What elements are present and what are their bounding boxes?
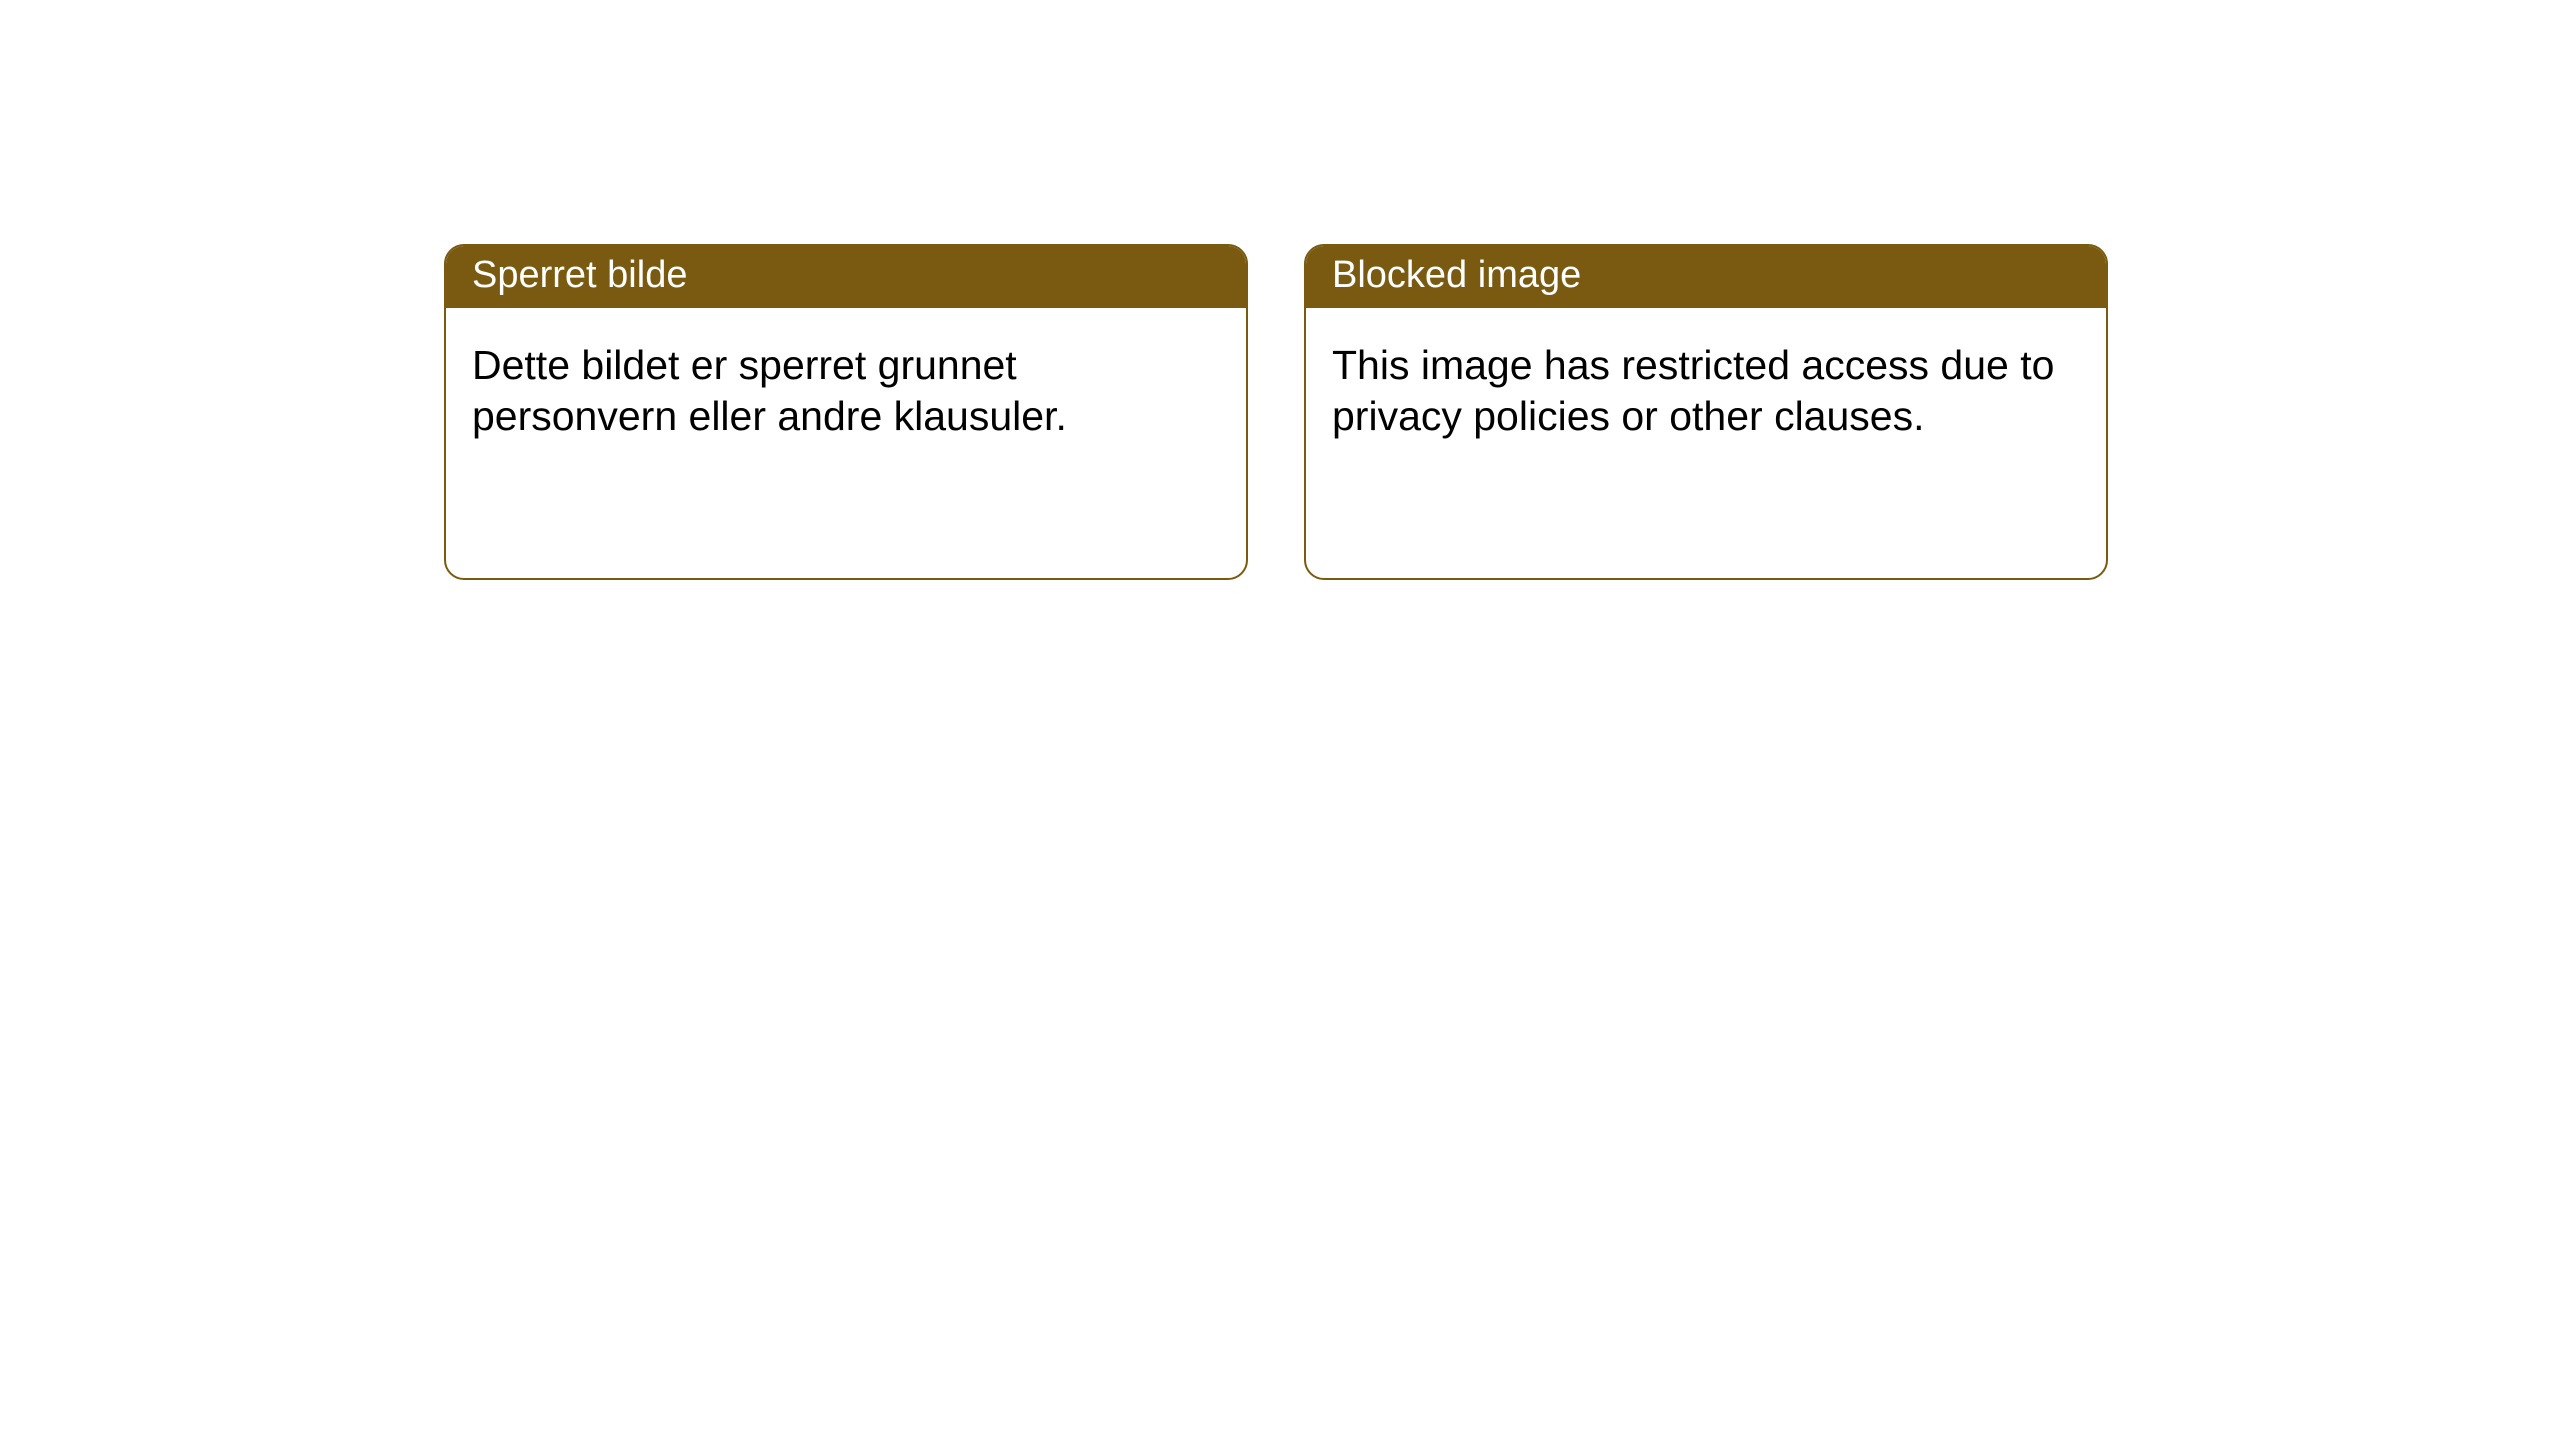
blocked-image-card-no: Sperret bilde Dette bildet er sperret gr… — [444, 244, 1248, 580]
card-body: This image has restricted access due to … — [1306, 308, 2106, 475]
notice-container: Sperret bilde Dette bildet er sperret gr… — [0, 0, 2560, 580]
card-header: Blocked image — [1306, 246, 2106, 308]
card-title: Blocked image — [1332, 254, 1581, 296]
card-body: Dette bildet er sperret grunnet personve… — [446, 308, 1246, 475]
card-text: Dette bildet er sperret grunnet personve… — [472, 342, 1067, 439]
blocked-image-card-en: Blocked image This image has restricted … — [1304, 244, 2108, 580]
card-header: Sperret bilde — [446, 246, 1246, 308]
card-text: This image has restricted access due to … — [1332, 342, 2054, 439]
card-title: Sperret bilde — [472, 254, 687, 296]
